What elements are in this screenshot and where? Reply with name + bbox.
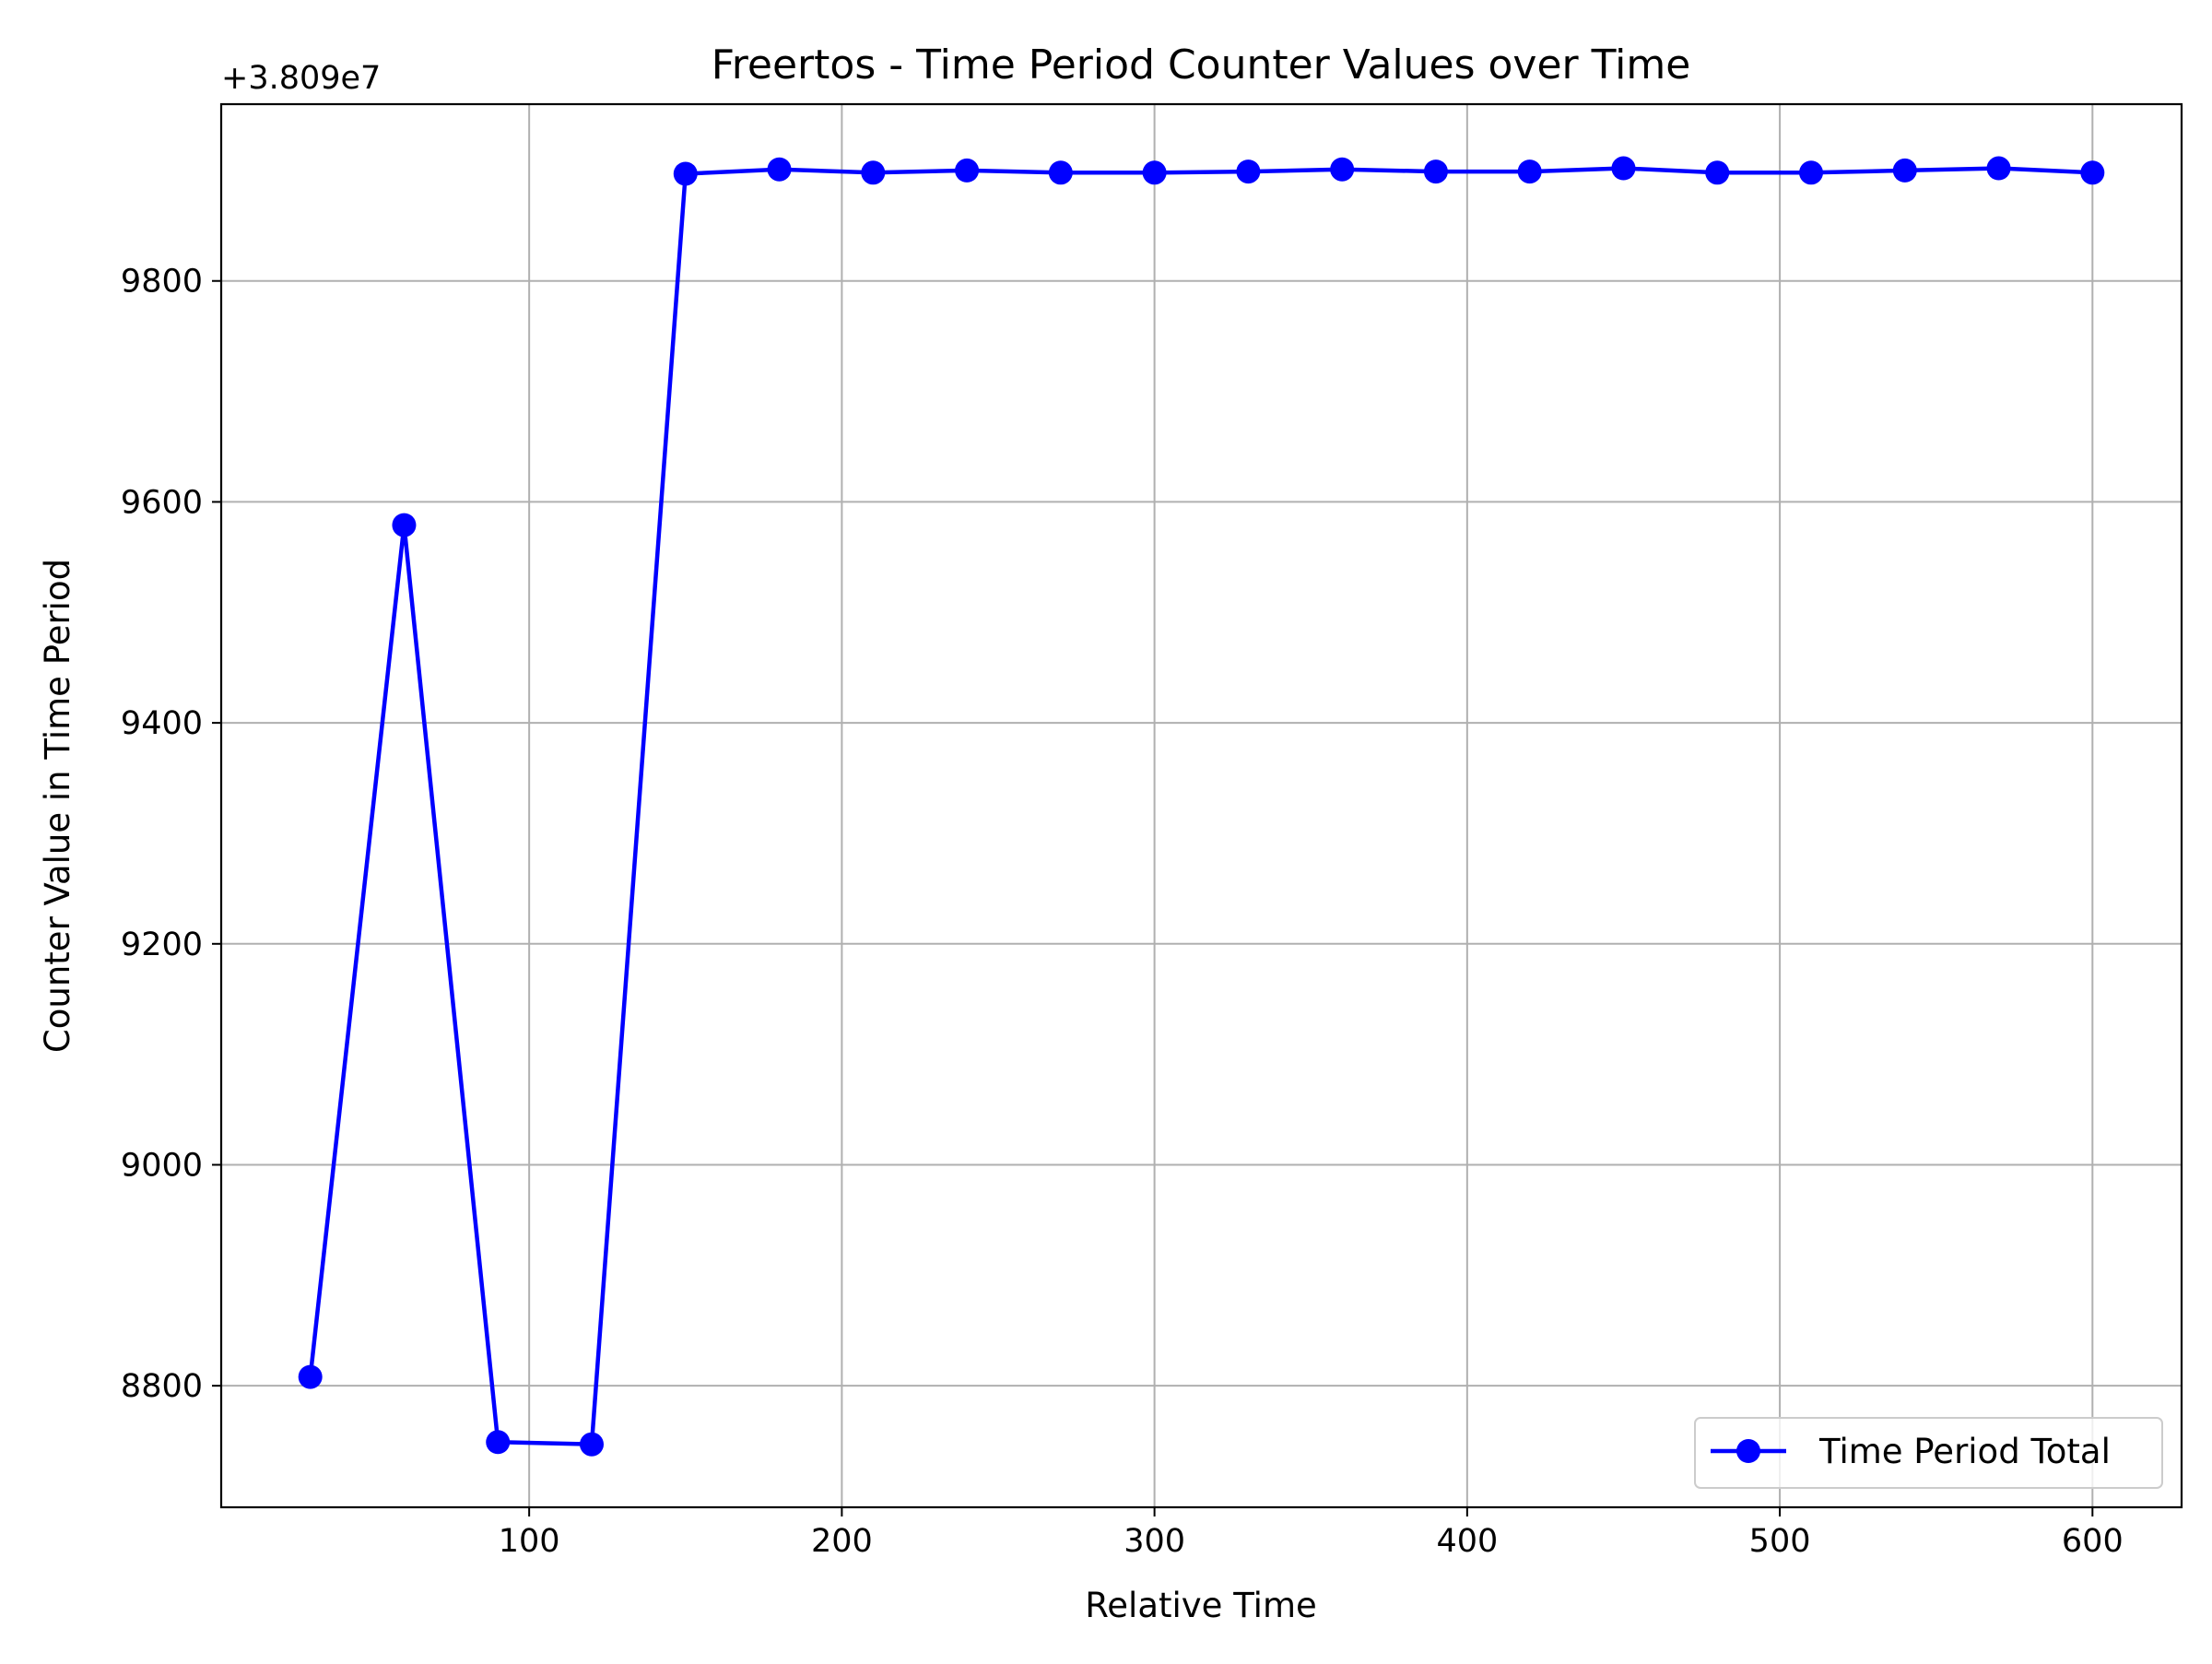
y-axis-label: Counter Value in Time Period: [38, 559, 77, 1053]
data-point: [298, 1364, 323, 1389]
legend-marker-sample: [1736, 1439, 1760, 1463]
data-point: [1236, 159, 1261, 184]
y-tick-label: 9000: [121, 1147, 203, 1184]
series-line: [308, 166, 2093, 1446]
legend: Time Period Total: [1694, 1417, 2163, 1489]
ticks: 100 200 300 400 500 600 8800 9000 9200 9400 9600 98…: [121, 264, 2124, 1560]
y-tick-label: 8800: [121, 1368, 203, 1405]
data-point: [1799, 160, 1824, 185]
data-point: [767, 157, 792, 182]
x-tick-label: 300: [1124, 1523, 1185, 1560]
data-point: [2080, 160, 2105, 185]
data-point: [1142, 160, 1167, 185]
series-layer: [298, 156, 2105, 1457]
data-point: [673, 161, 698, 186]
y-tick-label: 9200: [121, 926, 203, 963]
data-point: [1986, 156, 2011, 181]
data-point: [861, 160, 886, 185]
data-point: [1705, 160, 1730, 185]
y-tick-label: 9400: [121, 705, 203, 742]
data-point: [1330, 157, 1355, 182]
x-tick-label: 200: [811, 1523, 873, 1560]
data-point: [392, 513, 417, 537]
data-point: [1423, 159, 1448, 184]
chart-title: Freertos - Time Period Counter Values ov…: [712, 41, 1691, 89]
legend-label: Time Period Total: [1818, 1432, 2111, 1471]
data-point: [1048, 160, 1073, 185]
data-point: [1892, 158, 1917, 183]
y-axis-offset-label: +3.809e7: [221, 60, 381, 97]
data-point: [955, 158, 980, 183]
legend-box: [1694, 1417, 2163, 1489]
data-point: [486, 1430, 511, 1455]
y-tick-label: 9600: [121, 484, 203, 521]
x-tick-label: 500: [1749, 1523, 1811, 1560]
plot-frame: [219, 102, 2183, 1509]
x-tick-label: 600: [2062, 1523, 2124, 1560]
data-point: [1611, 156, 1636, 181]
x-tick-label: 100: [499, 1523, 560, 1560]
x-axis-label: Relative Time: [1085, 1586, 1317, 1625]
data-point: [1517, 159, 1542, 184]
x-tick-label: 400: [1436, 1523, 1498, 1560]
grid: [221, 104, 2182, 1507]
y-tick-label: 9800: [121, 264, 203, 301]
data-point: [579, 1432, 604, 1457]
